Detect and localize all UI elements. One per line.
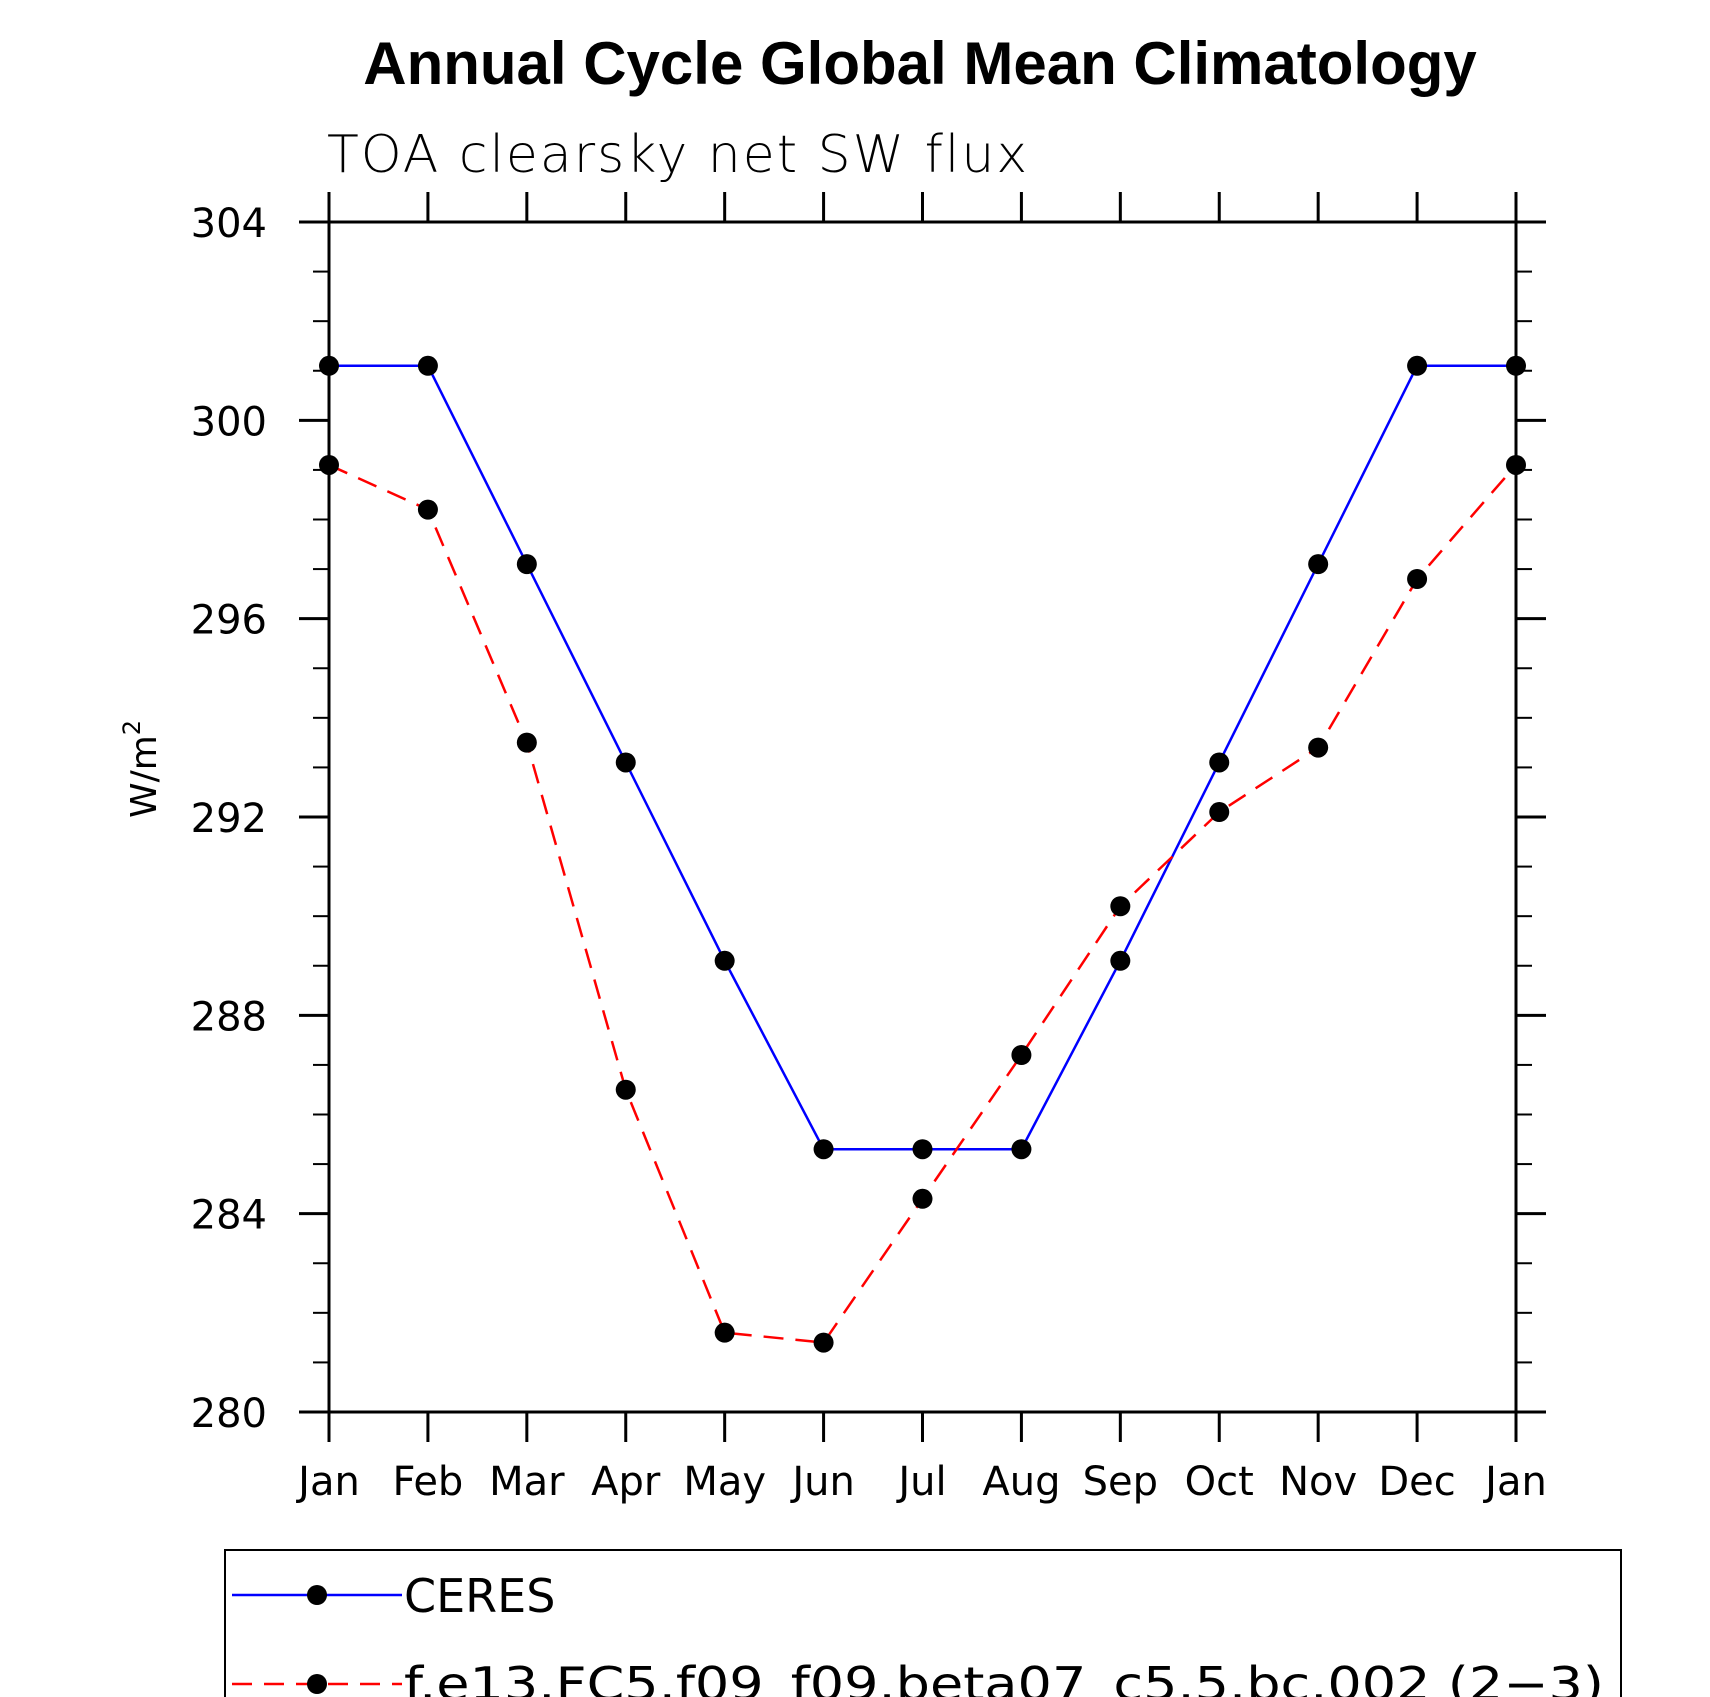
series-1-point [516, 732, 537, 753]
y-tick-label: 280 [191, 1391, 267, 1437]
x-tick-label: Feb [393, 1459, 464, 1505]
series-1-point [1011, 1045, 1032, 1065]
x-tick-label: Jun [789, 1459, 855, 1505]
series-1-point [1209, 802, 1230, 823]
series-1-point [1110, 896, 1131, 917]
series-0-point [1110, 950, 1131, 971]
series-0-point [1209, 752, 1230, 773]
series-1-point [1308, 737, 1329, 758]
series-layer [319, 355, 1526, 1353]
series-1-point [714, 1322, 735, 1343]
y-tick-label: 300 [191, 399, 267, 445]
chart-title: Annual Cycle Global Mean Climatology [363, 30, 1477, 97]
y-tick-label: 292 [191, 796, 267, 842]
x-tick-label: Aug [982, 1459, 1060, 1505]
legend-marker-ceres [307, 1585, 327, 1605]
x-tick-label: Jan [295, 1459, 360, 1505]
x-tick-label: Sep [1083, 1459, 1158, 1505]
series-1-point [1506, 454, 1526, 475]
chart-subtitle: TOA clearsky net SW flux [327, 125, 1029, 185]
axis-ticks: 280 284 288 292 296 300 304 Jan Feb Mar Apr May Jun J… [191, 192, 1547, 1505]
series-0-point [912, 1139, 933, 1160]
series-0-point [1308, 554, 1329, 575]
series-0-point [417, 355, 438, 376]
legend-marker-model [307, 1674, 327, 1694]
series-line-0 [329, 364, 1516, 1151]
series-line-1 [328, 463, 1517, 1344]
x-tick-label: May [683, 1459, 766, 1505]
x-tick-label: Mar [489, 1459, 565, 1505]
series-0-point [1506, 355, 1526, 376]
series-0-point [714, 950, 735, 971]
series-0-point [319, 355, 339, 376]
y-axis-label-superscript: 2 [118, 720, 146, 735]
x-tick-label: Jan [1482, 1459, 1547, 1505]
series-0-point [1011, 1139, 1032, 1160]
y-tick-label: 288 [191, 994, 267, 1040]
plot-frame [327, 220, 1518, 1414]
y-tick-label: 296 [191, 598, 267, 644]
y-axis-label: W/m2 [118, 720, 165, 818]
y-axis-label-unit: W/m [124, 735, 165, 818]
series-1-point [319, 454, 339, 475]
x-tick-label: Nov [1279, 1459, 1357, 1505]
series-1-point [615, 1079, 636, 1100]
y-axis-label-text: W/m2 [118, 720, 165, 818]
series-0-point [615, 752, 636, 773]
series-0-point [1407, 355, 1428, 376]
x-tick-label: Oct [1185, 1459, 1254, 1505]
y-tick-label: 304 [191, 201, 267, 247]
legend-label-model: f.e13.FC5.f09_f09.beta07_c5.5.bc.002 (2−… [404, 1657, 1604, 1697]
series-1-point [1407, 569, 1428, 589]
series-1-point [813, 1332, 834, 1353]
series-0-point [516, 554, 537, 575]
series-1-point [912, 1188, 933, 1209]
series-0-point [813, 1139, 834, 1160]
x-tick-label: Jul [895, 1459, 946, 1505]
x-tick-label: Dec [1378, 1459, 1455, 1505]
legend-label-ceres: CERES [404, 1569, 555, 1623]
legend: CERES f.e13.FC5.f09_f09.beta07_c5.5.bc.0… [224, 1549, 1622, 1697]
legend-box [224, 1549, 1622, 1697]
series-1-point [417, 499, 438, 520]
y-tick-label: 284 [191, 1193, 267, 1239]
x-tick-label: Apr [591, 1459, 661, 1505]
